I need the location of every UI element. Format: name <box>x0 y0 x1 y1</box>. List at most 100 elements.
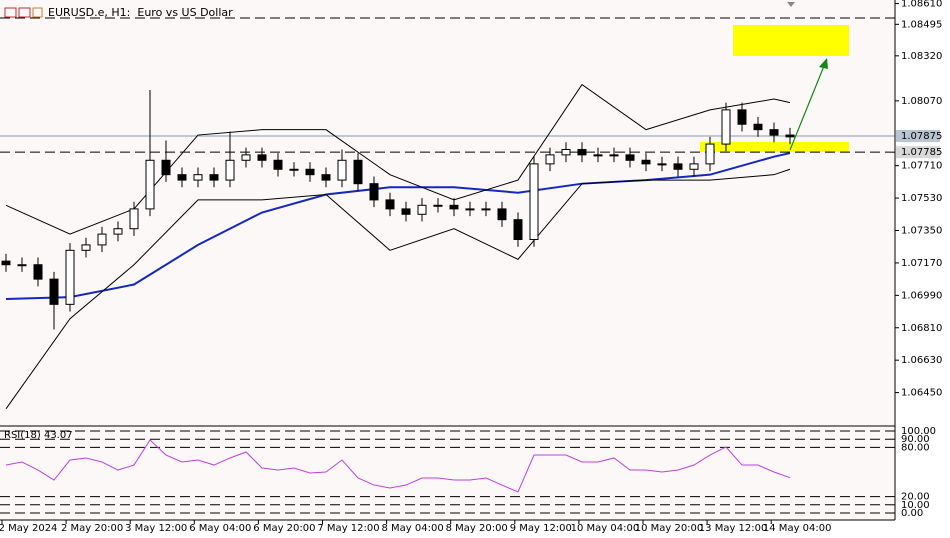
candle-body <box>433 204 443 207</box>
x-tick-label: 7 May 12:00 <box>317 523 379 534</box>
candle-body <box>161 159 171 176</box>
candle-body <box>481 208 491 211</box>
y-tick-label: 1.08070 <box>901 96 942 107</box>
candle-body <box>641 159 651 165</box>
candle-body <box>385 199 395 210</box>
candle-body <box>369 183 379 201</box>
candle-body <box>417 204 427 215</box>
candle-body <box>65 249 75 305</box>
candle-body <box>113 228 123 235</box>
level-label-bg <box>896 146 940 159</box>
level-label: 1.07875 <box>901 131 942 142</box>
candle-body <box>49 278 59 305</box>
candle-body <box>177 174 187 181</box>
indicator-line <box>5 168 791 410</box>
chart-title: EURUSD.e, H1: Euro vs US Dollar <box>48 6 233 19</box>
candle-body <box>129 208 139 230</box>
candle-body <box>97 233 107 246</box>
candle-body <box>769 129 779 136</box>
candle-body <box>225 159 235 181</box>
candle-body <box>737 109 747 125</box>
y-tick-label: 1.07170 <box>901 258 942 269</box>
candle-body <box>689 163 699 170</box>
x-tick-label: 6 May 20:00 <box>253 523 315 534</box>
candle-body <box>321 174 331 181</box>
y-tick-label: 20.00 <box>901 492 930 503</box>
candle-body <box>577 148 587 156</box>
y-tick-label: 10.00 <box>901 500 930 511</box>
candle-body <box>449 204 459 210</box>
y-tick-label: 90.00 <box>901 434 930 445</box>
candle-body <box>241 154 251 161</box>
candle-body <box>273 159 283 170</box>
candle-body <box>81 244 91 251</box>
candle-body <box>353 159 363 185</box>
rsi-line <box>5 439 791 493</box>
candle-body <box>145 159 155 210</box>
candle-body <box>545 154 555 165</box>
level-label: 1.07785 <box>901 147 942 158</box>
entry-zone <box>700 142 849 152</box>
candle-body <box>593 154 603 157</box>
candle-body <box>705 143 715 165</box>
y-tick-label: 1.06810 <box>901 323 942 334</box>
x-tick-label: 2 May 2024 <box>0 523 57 534</box>
level-label-bg <box>896 129 940 142</box>
x-tick-label: 3 May 12:00 <box>125 523 187 534</box>
forecast-arrow <box>789 65 825 151</box>
x-tick-label: 8 May 20:00 <box>446 523 508 534</box>
x-tick-label: 14 May 04:00 <box>763 523 832 534</box>
y-tick-label: 1.07530 <box>901 193 942 204</box>
candle-body <box>625 154 635 161</box>
y-tick-label: 80.00 <box>901 442 930 453</box>
icon[interactable] <box>4 7 17 18</box>
indicator-line <box>5 83 791 235</box>
target-zone <box>733 25 849 56</box>
x-tick-label: 8 May 04:00 <box>381 523 443 534</box>
candle-body <box>305 168 315 176</box>
y-tick-label: 1.07710 <box>901 161 942 172</box>
candle-body <box>785 134 795 138</box>
candle-body <box>513 219 523 241</box>
candle-body <box>721 109 731 145</box>
icon[interactable] <box>18 7 31 18</box>
candle-body <box>1 260 11 266</box>
candle-body <box>465 208 475 211</box>
plot-area <box>0 0 895 520</box>
icon[interactable] <box>32 7 43 18</box>
y-tick-label: 1.06450 <box>901 388 942 399</box>
y-tick-label: 1.08610 <box>901 0 942 10</box>
y-tick-label: 100.00 <box>901 426 936 437</box>
candle-body <box>497 208 507 221</box>
arrow-head <box>819 58 828 69</box>
x-tick-label: 13 May 12:00 <box>699 523 768 534</box>
candle-body <box>17 264 27 267</box>
y-tick-label: 1.08320 <box>901 51 942 62</box>
candle-body <box>209 174 219 181</box>
candle-body <box>257 154 267 161</box>
x-tick-label: 10 May 20:00 <box>635 523 704 534</box>
candle-body <box>657 163 667 166</box>
candle-body <box>753 123 763 131</box>
y-tick-label: 0.00 <box>901 508 923 519</box>
y-tick-label: 1.06630 <box>901 355 942 366</box>
candle-body <box>401 208 411 215</box>
candle-body <box>561 148 571 156</box>
candle-body <box>609 154 619 157</box>
candle-body <box>289 168 299 171</box>
shift-marker <box>787 2 795 7</box>
y-tick-label: 1.08495 <box>901 19 942 30</box>
y-tick-label: 1.07350 <box>901 226 942 237</box>
x-tick-label: 2 May 20:00 <box>61 523 123 534</box>
candle-body <box>337 159 347 181</box>
x-tick-label: 10 May 04:00 <box>571 523 640 534</box>
candle-body <box>193 174 203 181</box>
y-tick-label: 1.06990 <box>901 290 942 301</box>
candle-body <box>33 264 43 280</box>
rsi-title: RSI(18) 43.07 <box>4 430 73 441</box>
candle-body <box>529 163 539 241</box>
x-tick-label: 9 May 12:00 <box>510 523 572 534</box>
candle-body <box>673 163 683 170</box>
